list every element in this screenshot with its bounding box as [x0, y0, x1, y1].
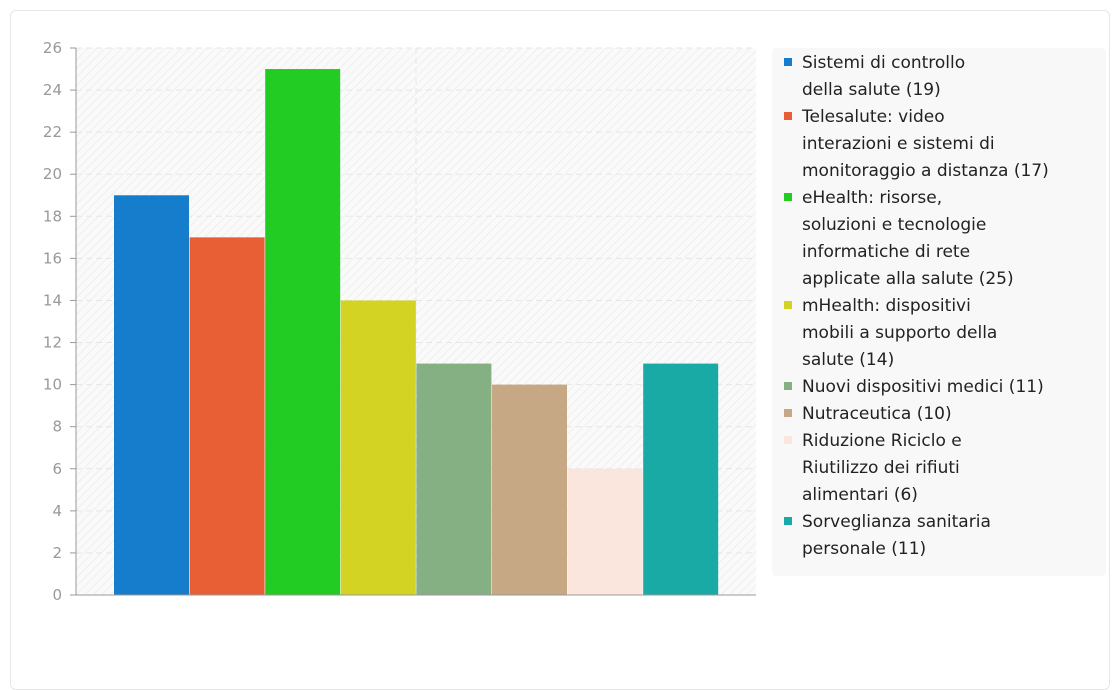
bar-6[interactable] — [492, 384, 567, 595]
legend-label-line: interazioni e sistemi di — [802, 134, 995, 154]
y-tick-label: 4 — [52, 502, 62, 520]
bars — [114, 69, 719, 596]
legend-swatch — [784, 112, 792, 120]
legend: Sistemi di controllo della salute (19) Tel… — [772, 48, 1106, 576]
legend-label: Nutraceutica (10) — [802, 401, 1102, 428]
legend-label-line: Riutilizzo dei rifiuti — [802, 458, 960, 478]
y-tick-label: 12 — [43, 334, 62, 352]
legend-item[interactable]: Sorveglianza sanitaria personale (11) — [784, 509, 1106, 563]
legend-label-line: monitoraggio a distanza (17) — [802, 161, 1049, 181]
legend-swatch — [784, 409, 792, 417]
legend-label-line: Telesalute: video — [802, 107, 945, 127]
legend-item[interactable]: Riduzione Riciclo e Riutilizzo dei rifiut… — [784, 428, 1106, 509]
legend-item[interactable]: Nuovi dispositivi medici (11) — [784, 374, 1106, 401]
bar-1[interactable] — [114, 195, 189, 595]
y-tick-label: 16 — [43, 249, 62, 267]
y-tick-label: 10 — [43, 376, 62, 394]
y-tick-label: 2 — [52, 544, 62, 562]
legend-label: eHealth: risorse, soluzioni e tecnologie i… — [802, 185, 1102, 293]
legend-item[interactable]: Telesalute: video interazioni e sistemi d… — [784, 104, 1106, 185]
y-tick-label: 24 — [43, 81, 62, 99]
bar-7[interactable] — [567, 468, 643, 595]
legend-label-line: eHealth: risorse, — [802, 188, 943, 208]
legend-label-line: mHealth: dispositivi — [802, 296, 971, 316]
legend-label: Riduzione Riciclo e Riutilizzo dei rifiut… — [802, 428, 1102, 509]
y-tick-label: 20 — [43, 165, 62, 183]
legend-swatch — [784, 58, 792, 66]
legend-swatch — [784, 382, 792, 390]
y-tick-label: 0 — [52, 586, 62, 604]
legend-label-line: Sistemi di controllo — [802, 53, 966, 73]
y-tick-label: 22 — [43, 123, 62, 141]
bar-2[interactable] — [189, 237, 265, 595]
legend-label-line: informatiche di rete — [802, 242, 971, 262]
y-tick-label: 6 — [52, 460, 62, 478]
legend-swatch — [784, 193, 792, 201]
legend-label-line: Riduzione Riciclo e — [802, 431, 962, 451]
y-tick-label: 18 — [43, 207, 62, 225]
legend-label-line: applicate alla salute (25) — [802, 269, 1014, 289]
legend-label-line: della salute (19) — [802, 80, 941, 100]
legend-label: Sorveglianza sanitaria personale (11) — [802, 509, 1102, 563]
legend-item[interactable]: Sistemi di controllo della salute (19) — [784, 50, 1106, 104]
legend-label-line: alimentari (6) — [802, 485, 918, 505]
legend-label: mHealth: dispositivi mobili a supporto de… — [802, 293, 1102, 374]
legend-item[interactable]: eHealth: risorse, soluzioni e tecnologie i… — [784, 185, 1106, 293]
legend-label: Sistemi di controllo della salute (19) — [802, 50, 1102, 104]
legend-label-line: Sorveglianza sanitaria — [802, 512, 991, 532]
legend-item[interactable]: mHealth: dispositivi mobili a supporto de… — [784, 293, 1106, 374]
legend-label-line: soluzioni e tecnologie — [802, 215, 987, 235]
legend-swatch — [784, 301, 792, 309]
legend-swatch — [784, 517, 792, 525]
legend-label-line: mobili a supporto della — [802, 323, 998, 343]
bar-3[interactable] — [265, 69, 341, 596]
legend-label-line: personale (11) — [802, 539, 927, 559]
legend-label-line: salute (14) — [802, 350, 895, 370]
y-tick-label: 14 — [43, 291, 62, 309]
bar-4[interactable] — [340, 300, 416, 595]
y-tick-label: 26 — [43, 39, 62, 57]
legend-label: Telesalute: video interazioni e sistemi d… — [802, 104, 1102, 185]
legend-item[interactable]: Nutraceutica (10) — [784, 401, 1106, 428]
bar-5[interactable] — [416, 363, 492, 595]
legend-label-line: Nutraceutica (10) — [802, 404, 952, 424]
bar-8[interactable] — [643, 363, 719, 595]
legend-label: Nuovi dispositivi medici (11) — [802, 374, 1102, 401]
legend-label-line: Nuovi dispositivi medici (11) — [802, 377, 1044, 397]
y-tick-label: 8 — [52, 418, 62, 436]
legend-swatch — [784, 436, 792, 444]
